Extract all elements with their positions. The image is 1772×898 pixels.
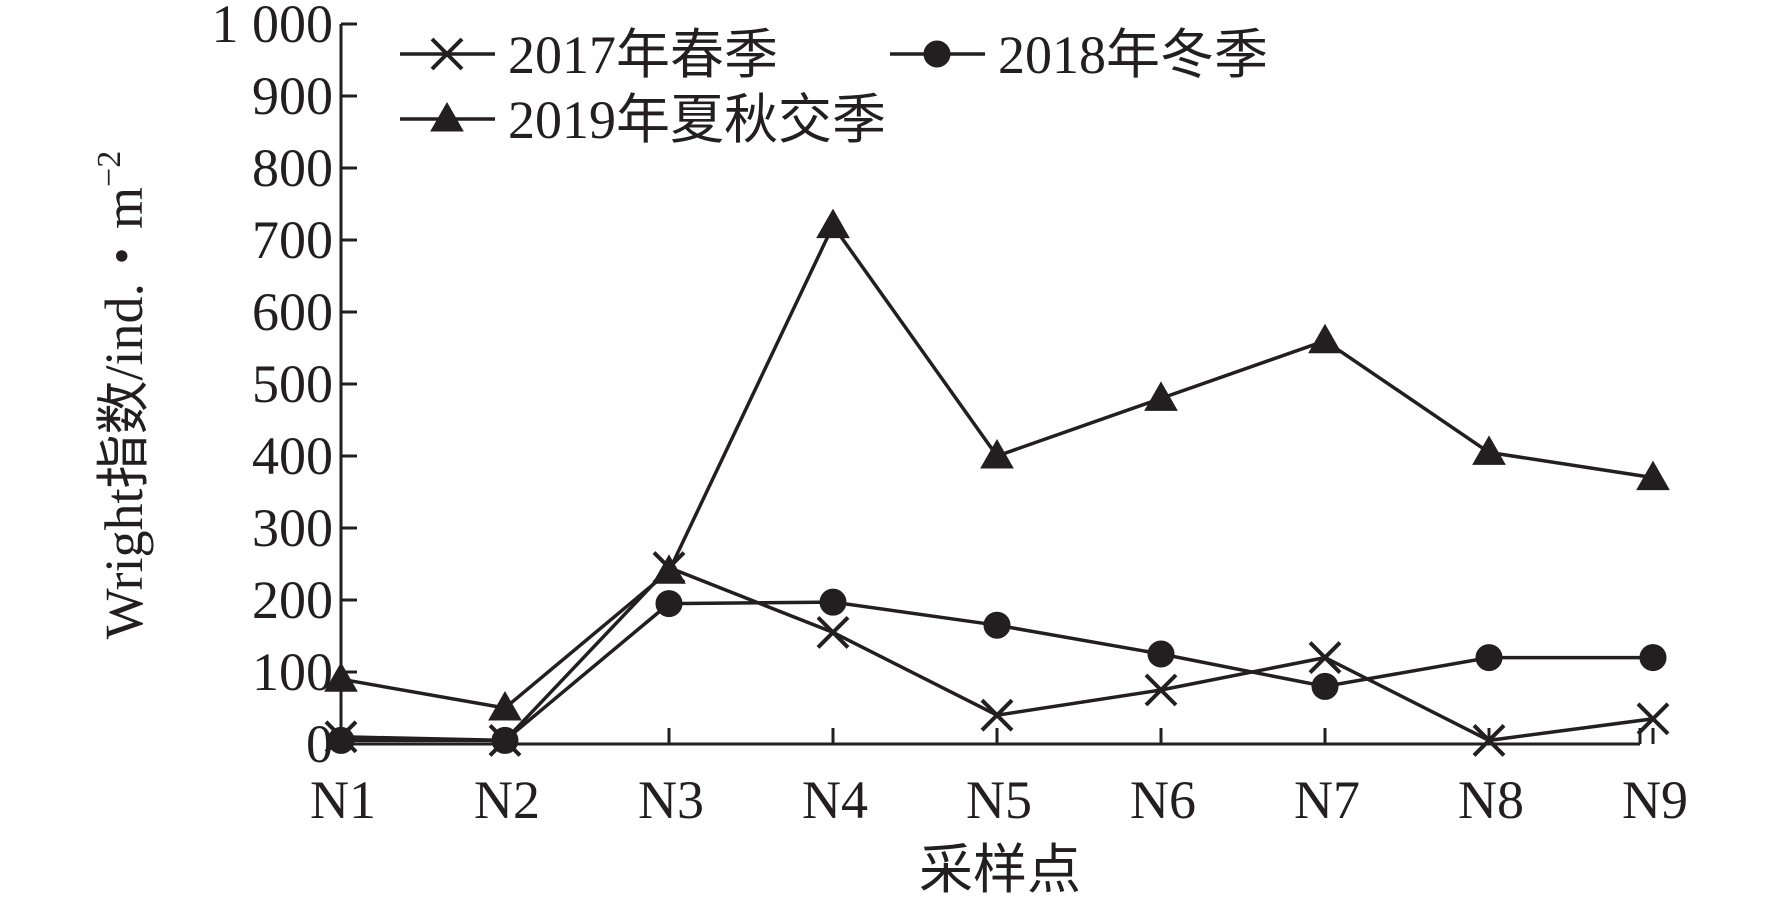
y-tick-label: 500 [252,354,333,414]
data-point-x [1636,702,1670,736]
legend-item: 2019年夏秋交季 [400,90,886,150]
data-point-x [980,698,1014,732]
data-point-circle [923,40,951,68]
data-point-circle [1147,640,1175,668]
data-point-x [1308,641,1342,675]
x-tick-label: N2 [474,770,540,830]
y-tick-label: 300 [252,498,333,558]
x-tick-label: N7 [1294,770,1360,830]
x-tick-label: N6 [1130,770,1196,830]
legend: 2017年春季 2018年冬季 2019年夏秋交季 [400,25,1268,150]
y-tick-label: 800 [252,138,333,198]
x-axis: N1 N2 N3 N4 N5 N6 N7 N8 N9 [310,728,1688,830]
data-point-triangle [980,438,1014,469]
data-point-circle [983,611,1011,639]
legend-item: 2017年春季 [400,25,778,85]
y-axis-title: Wright指数/ind.・m−2 [91,151,154,640]
data-point-triangle [324,662,358,692]
y-tick-label: 700 [252,210,333,270]
data-point-x [1472,723,1506,757]
x-tick-label: N5 [966,770,1032,830]
x-tick-label: N9 [1622,770,1688,830]
series-triangle [324,208,1670,721]
data-point-triangle [488,690,522,721]
data-point-circle [1475,644,1503,672]
data-point-triangle [652,554,686,584]
data-point-circle [491,726,519,754]
x-tick-label: N3 [638,770,704,830]
x-tick-label: N4 [802,770,868,830]
legend-item: 2018年冬季 [890,25,1268,85]
y-tick-label: 100 [252,642,333,702]
data-point-triangle [816,208,850,239]
series-circle [327,588,1667,754]
data-point-x [430,37,464,71]
legend-label: 2019年夏秋交季 [508,90,886,150]
x-tick-label: N8 [1458,770,1524,830]
x-tick-label: N1 [310,770,376,830]
data-point-x [1144,673,1178,707]
y-tick-label: 400 [252,426,333,486]
data-point-x [816,615,850,649]
y-tick-label: 200 [252,570,333,630]
data-point-triangle [430,101,464,132]
x-axis-title: 采样点 [919,840,1081,898]
data-point-triangle [1144,381,1178,411]
legend-label: 2017年春季 [508,25,778,85]
data-point-circle [1311,672,1339,700]
data-point-circle [327,726,355,754]
data-point-triangle [1308,323,1342,354]
y-tick-label: 600 [252,282,333,342]
data-point-circle [819,588,847,616]
legend-label: 2018年冬季 [998,25,1268,85]
data-point-triangle [1472,435,1506,465]
y-tick-label: 1 000 [212,0,334,54]
y-tick-label: 900 [252,66,333,126]
series-layer [324,208,1670,757]
data-point-triangle [1636,460,1670,491]
data-point-circle [655,590,683,618]
series-x [324,551,1670,757]
data-point-circle [1639,644,1667,672]
